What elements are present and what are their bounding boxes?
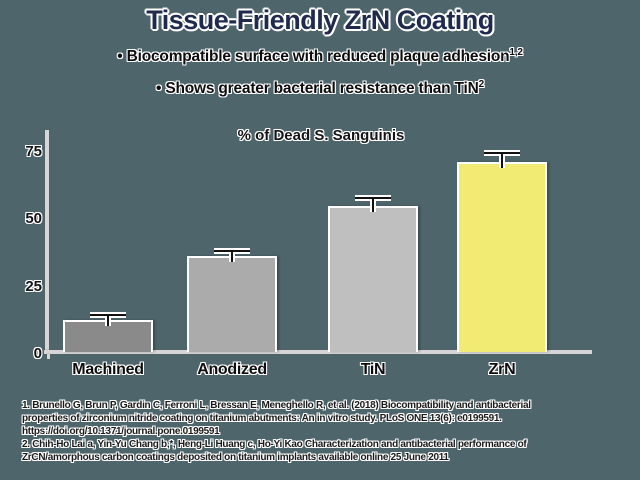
y-tick-label-75: 75 (25, 142, 42, 160)
error-bar-anodized (214, 248, 250, 263)
error-bar-stem (107, 315, 109, 326)
x-label-tin: TiN (360, 361, 386, 378)
bar-anodized (187, 256, 277, 352)
bar-tin (328, 206, 418, 352)
error-bar-stem (231, 252, 233, 263)
y-tick-label-0: 0 (33, 345, 42, 362)
footnote-1: 1. Brunello G, Brun P, Gardin C, Ferroni… (22, 400, 531, 437)
bullet-biocompatible: • Biocompatible surface with reduced pla… (0, 47, 640, 66)
citation-ref: 2 (478, 79, 485, 90)
error-bar-stem (372, 199, 374, 213)
citation-ref: 1,2 (509, 47, 523, 58)
y-tick-label-25: 25 (25, 277, 42, 295)
bullet-text: Shows greater bacterial resistance than … (165, 80, 479, 98)
error-bar-stem (501, 153, 503, 168)
bullet-bacterial-resistance: • Shows greater bacterial resistance tha… (0, 79, 640, 98)
y-axis (45, 130, 49, 354)
error-bar-zrn (484, 150, 520, 168)
zero-tick (47, 354, 50, 359)
bullet-text: Biocompatible surface with reduced plaqu… (126, 48, 510, 66)
error-bar-cap (484, 151, 520, 154)
y-tick-label-50: 50 (25, 210, 42, 227)
error-bar-tin (355, 195, 391, 213)
error-bar-cap (214, 250, 250, 253)
slide-title: Tissue-Friendly ZrN Coating (146, 5, 494, 35)
error-bar-machined (90, 312, 126, 326)
footnote-2: 2. Chih-Ho Lai a, Yin-Yu Chang b,*, Heng… (22, 439, 527, 463)
bar-zrn (457, 161, 547, 352)
x-axis (44, 350, 592, 354)
error-bar-cap (355, 197, 391, 200)
chart-title: % of Dead S. Sanguinis (237, 127, 405, 144)
x-label-zrn: ZrN (488, 361, 516, 378)
bar-machined (63, 319, 153, 352)
error-bar-cap (90, 313, 126, 316)
bullet-char: • (117, 48, 123, 66)
bullet-char: • (155, 80, 162, 98)
x-label-anodized: Anodized (197, 361, 267, 378)
x-label-machined: Machined (72, 361, 144, 378)
